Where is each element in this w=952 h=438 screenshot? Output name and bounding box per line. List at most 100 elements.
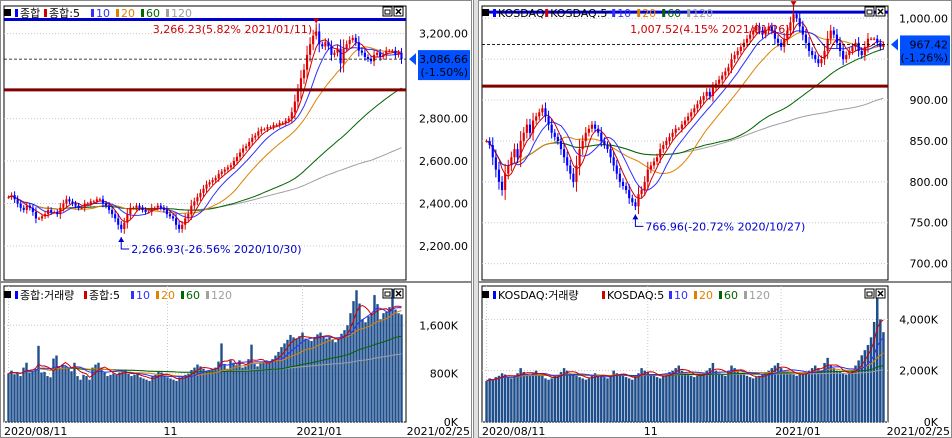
volume-bar xyxy=(208,370,211,422)
candle-body xyxy=(372,54,376,62)
candle-body xyxy=(783,38,786,47)
panel-divider xyxy=(473,0,479,438)
candle-body xyxy=(312,35,315,45)
candle-body xyxy=(59,207,62,215)
volume-bar xyxy=(247,359,250,422)
volume-bar xyxy=(76,376,79,422)
candle-body xyxy=(643,181,646,191)
legend-swatch xyxy=(15,291,18,299)
volume-bar xyxy=(49,377,52,422)
volume-bar xyxy=(364,322,367,422)
volume-bar xyxy=(714,370,718,422)
volume-bar xyxy=(10,370,13,422)
candle-body xyxy=(559,140,563,150)
volume-bar xyxy=(702,373,705,422)
candle-body xyxy=(28,205,31,208)
candle-body xyxy=(798,18,801,27)
candle-body xyxy=(488,140,491,146)
legend-item-3: 60 xyxy=(724,289,738,302)
volume-bar xyxy=(328,337,331,422)
candle-body xyxy=(22,207,25,210)
candle-body xyxy=(637,194,640,207)
y-tick-label: 750.00 xyxy=(910,217,949,230)
candle-body xyxy=(50,209,53,213)
volume-bar xyxy=(136,373,139,422)
y-tick-label: 2,200.00 xyxy=(419,240,468,253)
volume-bar xyxy=(587,378,591,422)
volume-bar xyxy=(214,367,217,422)
volume-bar xyxy=(322,336,325,422)
volume-bar xyxy=(229,360,232,422)
volume-bar xyxy=(665,373,668,422)
volume-bar xyxy=(238,360,241,422)
candle-body xyxy=(369,59,373,62)
volume-bar xyxy=(316,334,319,422)
y-tick-label: 700.00 xyxy=(910,258,949,271)
volume-bar xyxy=(274,355,277,422)
candle-body xyxy=(566,157,569,166)
volume-bar xyxy=(807,370,811,422)
candle-body xyxy=(854,42,857,47)
volume-bar xyxy=(689,375,693,422)
candle-body xyxy=(842,50,845,60)
legend-swatch-1 xyxy=(612,9,616,17)
x-date-label-jan: 2021/01 xyxy=(775,425,821,438)
candle-body xyxy=(718,79,721,84)
volume-bar xyxy=(325,338,328,422)
y-tick-label: 3,200.00 xyxy=(419,28,468,41)
kospi-price-panel: 3,200.00 2,800.00 2,600.00 2,400.00 2,200.00… xyxy=(0,0,472,282)
volume-bar xyxy=(696,375,699,422)
candle-body xyxy=(305,54,309,70)
candle-body xyxy=(245,146,248,149)
legend-swatch-2 xyxy=(156,291,159,299)
candle-body xyxy=(628,190,631,199)
candle-body xyxy=(150,207,153,213)
volume-bar xyxy=(169,378,172,422)
volume-bar xyxy=(211,368,214,422)
y-tick-label: 1,000.00 xyxy=(899,12,948,25)
volume-bar xyxy=(343,330,346,422)
volume-bar xyxy=(109,374,112,422)
y-tick-label: 0K xyxy=(444,416,459,429)
volume-bar xyxy=(832,368,836,422)
volume-bar xyxy=(331,339,334,422)
volume-bar xyxy=(283,343,286,422)
candle-body xyxy=(302,69,306,79)
legend-swatch-0 xyxy=(602,291,605,299)
volume-bar xyxy=(394,309,397,422)
candle-body xyxy=(770,26,773,31)
volume-bar xyxy=(736,370,739,422)
volume-bar xyxy=(637,373,640,422)
candle-body xyxy=(287,118,290,121)
volume-bar xyxy=(124,370,127,422)
candle-body xyxy=(795,14,798,19)
candle-body xyxy=(269,127,272,129)
candle-body xyxy=(98,199,101,201)
x-date-label-nov: 11 xyxy=(644,425,658,438)
candle-body xyxy=(829,30,832,39)
candle-body xyxy=(379,52,382,57)
candle-body xyxy=(92,201,95,203)
candle-body xyxy=(290,112,293,119)
volume-bar xyxy=(217,361,220,422)
x-date-label-end: 2021/02/25 xyxy=(407,425,470,438)
candle-body xyxy=(385,50,388,55)
volume-bar xyxy=(103,372,106,422)
volume-bar xyxy=(160,372,163,422)
volume-bar xyxy=(621,375,625,422)
candle-body xyxy=(832,30,835,35)
candle-body xyxy=(721,75,724,80)
panel-close-x xyxy=(877,290,884,297)
volume-bar xyxy=(100,367,103,422)
candle-body xyxy=(37,218,41,220)
candle-body xyxy=(547,116,550,125)
legend-swatch xyxy=(493,9,496,17)
ma-line-10 xyxy=(8,44,402,219)
candle-body xyxy=(646,169,649,182)
candle-body xyxy=(321,44,324,47)
candle-body xyxy=(485,140,488,142)
x-date-label-jan: 2021/01 xyxy=(297,425,343,438)
candle-body xyxy=(519,140,522,158)
legend-item-0: KOSDAQ:5 xyxy=(550,7,607,20)
volume-bar xyxy=(838,371,842,422)
